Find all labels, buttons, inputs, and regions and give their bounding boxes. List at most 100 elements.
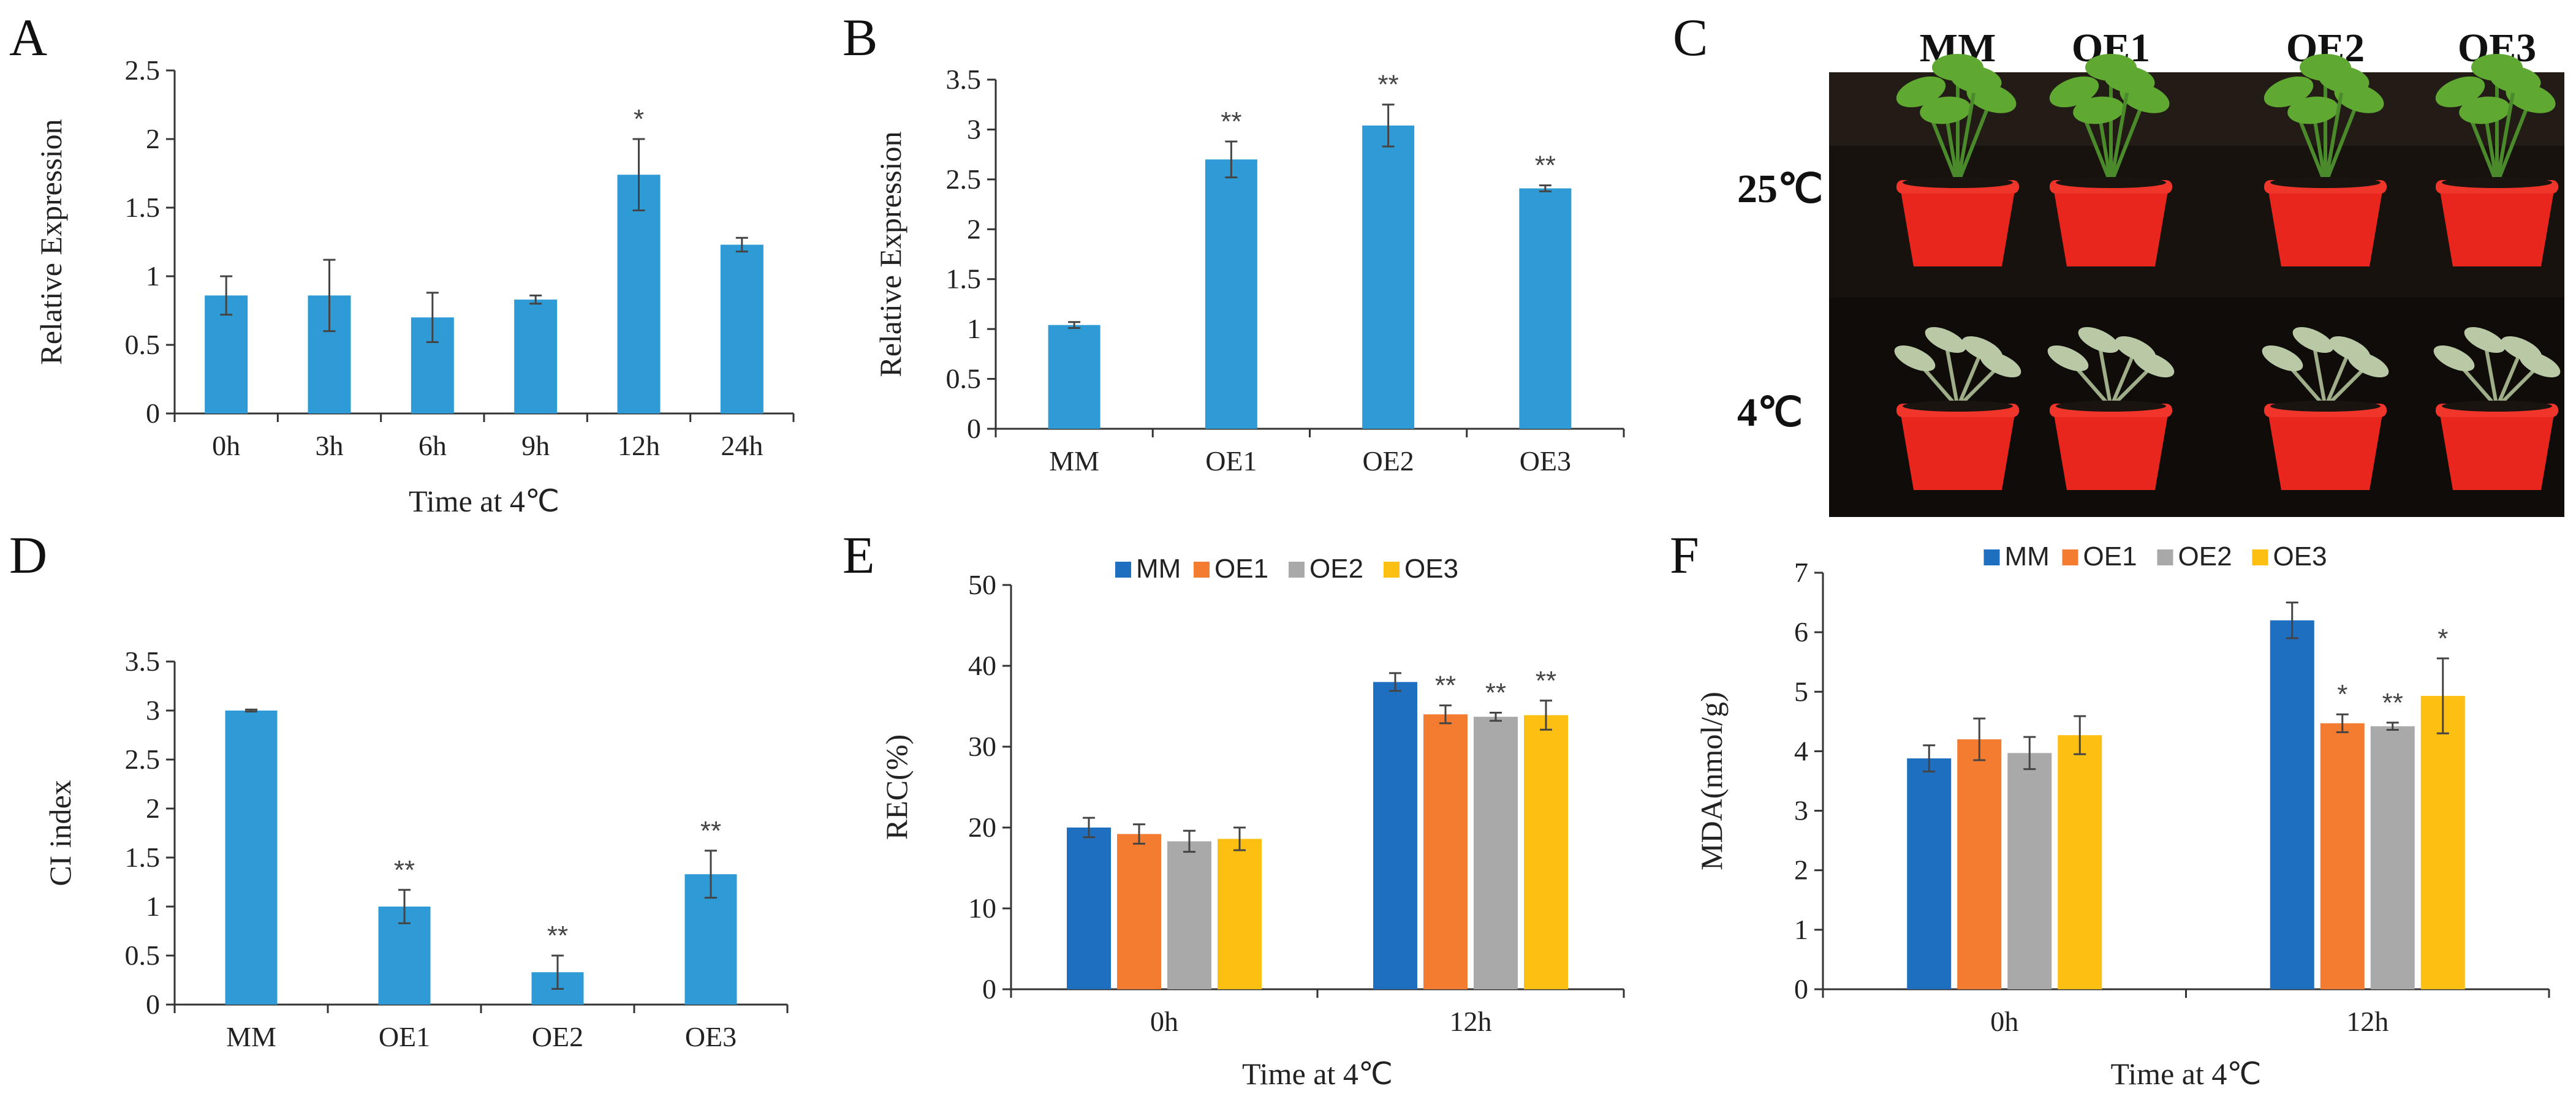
x-tick-label: 3h <box>316 430 344 461</box>
legend-label: OE2 <box>2178 541 2232 572</box>
bar <box>2007 753 2052 989</box>
significance-marker: ** <box>1378 70 1399 100</box>
y-tick-label: 5 <box>1794 676 1808 707</box>
chart-panel-a: A 0 0.5 1 1.5 2 2.5 Relative Expression 0h 3h 6h 9h… <box>9 8 795 518</box>
bar <box>1474 717 1518 989</box>
significance-marker: ** <box>1535 151 1556 181</box>
plant-photo-panel: C MM OE1 OE2 OE3 25℃ 4℃ <box>1673 8 2564 517</box>
y-tick-label: 1 <box>1794 914 1808 945</box>
bar <box>1167 841 1211 989</box>
bar <box>1524 715 1568 989</box>
x-tick-label: 6h <box>419 430 447 461</box>
flower-pot <box>2267 407 2384 490</box>
plant-leaf <box>1980 351 2021 378</box>
x-tick-label: 24h <box>721 430 763 461</box>
significance-marker: * <box>2438 624 2448 654</box>
flower-pot <box>2053 184 2169 266</box>
bar <box>1362 125 1415 429</box>
bar <box>1373 682 1417 989</box>
legend-swatch <box>2062 549 2078 565</box>
y-tick-label: 2.5 <box>125 55 161 86</box>
pot-soil <box>2270 401 2381 412</box>
x-tick-label: 0h <box>1150 1006 1178 1037</box>
plant <box>2047 326 2175 409</box>
y-tick-label: 2 <box>146 793 160 824</box>
x-tick-label: OE3 <box>685 1021 737 1052</box>
x-axis-title: Time at 4℃ <box>1242 1057 1393 1091</box>
legend-swatch <box>1983 549 2000 565</box>
legend-label: OE1 <box>1214 554 1268 584</box>
flower-pot <box>2439 407 2555 490</box>
bar <box>1067 828 1111 989</box>
plant-stem <box>2109 97 2146 185</box>
plant-leaf <box>2459 96 2510 124</box>
legend-label: MM <box>1136 554 1181 584</box>
plant-stem <box>1956 79 1978 184</box>
bar <box>720 244 763 413</box>
y-tick-label: 1.5 <box>125 842 161 873</box>
bar <box>1423 714 1468 989</box>
chart-panel-d: D 0 0.5 1 1.5 2 2.5 3 3.5 CI index MM OE1 OE2 OE3 ** **… <box>9 526 789 1052</box>
pot-soil <box>2442 401 2552 412</box>
x-tick-label: OE2 <box>1362 445 1414 477</box>
legend-swatch <box>1115 562 1131 578</box>
legend-swatch <box>1289 562 1305 578</box>
y-tick-label: 7 <box>1794 557 1808 588</box>
plant-stem <box>2495 79 2517 184</box>
legend-swatch <box>1194 562 1210 578</box>
y-tick-label: 3.5 <box>946 64 982 95</box>
bar <box>1907 758 1952 989</box>
x-tick-label: OE2 <box>532 1021 583 1052</box>
plant-stem <box>2109 348 2137 409</box>
plant <box>2049 54 2170 185</box>
bar <box>514 300 558 413</box>
plant-leaf <box>2433 345 2475 372</box>
pot-soil <box>1903 401 2013 412</box>
significance-marker: ** <box>547 921 568 951</box>
significance-marker: ** <box>2382 688 2403 718</box>
pot-soil <box>2270 177 2381 188</box>
x-tick-label: 12h <box>2346 1006 2388 1037</box>
bar <box>1117 834 1161 989</box>
photo-row-label: 25℃ <box>1737 167 1823 211</box>
plant-leaf <box>2073 96 2124 124</box>
significance-marker: ** <box>1435 671 1456 701</box>
y-tick-label: 0.5 <box>125 329 161 360</box>
plant-leaf <box>2464 326 2506 353</box>
y-tick-label: 0 <box>967 413 981 444</box>
y-tick-label: 2 <box>146 123 160 154</box>
pot-soil <box>1903 177 2013 188</box>
panel-letter: E <box>843 526 875 584</box>
y-axis-title: Relative Expression <box>34 119 68 364</box>
legend-swatch <box>1384 562 1400 578</box>
bar <box>1218 839 1262 989</box>
legend-label: MM <box>2005 541 2050 572</box>
bar <box>1519 188 1572 429</box>
significance-marker: ** <box>1221 107 1241 137</box>
y-tick-label: 0.5 <box>125 940 161 971</box>
bar <box>1205 159 1257 429</box>
y-tick-label: 1 <box>967 313 981 344</box>
significance-marker: * <box>634 104 644 134</box>
x-tick-label: 12h <box>618 430 660 461</box>
bar <box>1048 325 1100 429</box>
plant-stem <box>2324 348 2352 409</box>
pot-soil <box>2442 177 2552 188</box>
flower-pot <box>2439 184 2555 266</box>
plant-leaf <box>2519 351 2561 378</box>
significance-marker: ** <box>394 855 415 885</box>
plant-leaf <box>2318 66 2370 94</box>
plant-leaf <box>2347 351 2389 378</box>
panel-letter: A <box>9 8 47 67</box>
bar <box>1957 739 2002 989</box>
plant-leaf <box>1950 66 2002 94</box>
flower-pot <box>2053 407 2169 490</box>
y-tick-label: 10 <box>968 892 996 924</box>
legend-label: OE3 <box>1404 554 1458 584</box>
significance-marker: ** <box>700 816 721 846</box>
bar <box>2420 696 2465 989</box>
legend: MM OE1 OE2 OE3 <box>1983 541 2327 572</box>
panel-letter: B <box>843 8 877 67</box>
plant-stem <box>1956 97 1993 185</box>
